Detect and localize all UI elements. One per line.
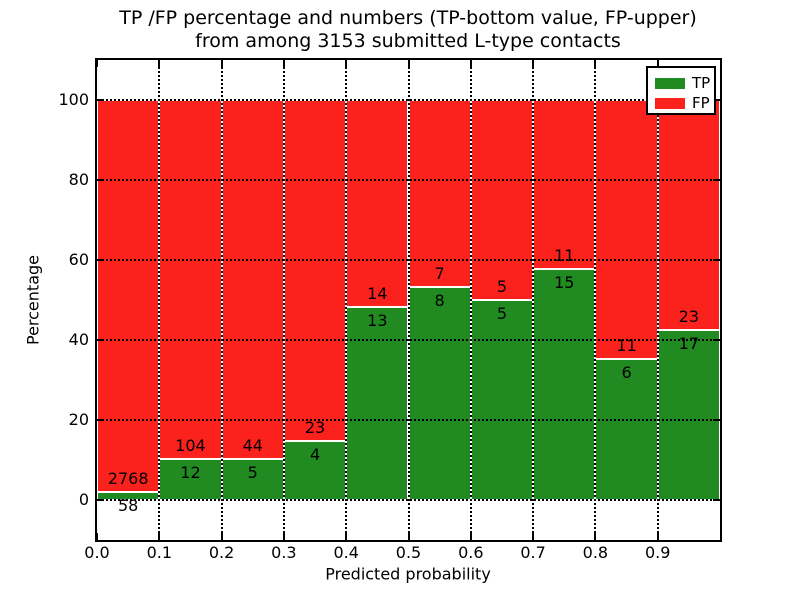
y-tick-label: 80: [68, 170, 89, 189]
tp-count-label: 5: [247, 463, 258, 483]
x-tick-label: 0.4: [333, 543, 359, 562]
x-tick-label: 0.1: [146, 543, 173, 562]
tp-count-label: 5: [496, 304, 508, 323]
fp-count-label: 2768: [107, 468, 149, 488]
x-tick: [158, 533, 161, 540]
legend-item-fp: FP: [655, 93, 714, 113]
y-tick-label: 60: [68, 250, 89, 269]
fp-bar-segment: [283, 100, 347, 441]
y-tick-label: 40: [68, 330, 89, 349]
fp-count-label: 44: [242, 436, 263, 456]
x-tick: [656, 533, 659, 540]
y-tick: [97, 339, 104, 341]
y-tick: [97, 179, 104, 181]
v-gridline: [158, 60, 161, 540]
x-tick-label: 0.9: [644, 543, 671, 562]
legend: TP FP: [646, 66, 716, 115]
x-tick-top: [656, 60, 659, 67]
x-tick: [96, 533, 98, 540]
y-tick-right: [713, 259, 720, 261]
v-gridline: [345, 60, 348, 540]
legend-item-tp: TP: [655, 73, 714, 93]
v-gridline: [532, 60, 535, 540]
y-axis-label: Percentage: [23, 254, 43, 346]
chart-title-line2: from among 3153 submitted L-type contact…: [195, 30, 621, 52]
x-tick: [532, 533, 535, 540]
fp-bar-segment: [159, 100, 222, 459]
x-tick-label: 0.8: [582, 543, 609, 562]
x-tick-top: [407, 60, 410, 67]
y-tick: [97, 99, 104, 101]
v-gridline: [656, 60, 659, 540]
fp-count-label: 14: [367, 284, 388, 304]
axes-frame: [95, 58, 722, 542]
chart-title-line1: TP /FP percentage and numbers (TP-bottom…: [119, 7, 697, 29]
x-tick-label: 0.7: [520, 543, 546, 562]
y-tick-right: [713, 419, 720, 421]
x-axis-label: Predicted probability: [325, 564, 491, 584]
x-tick-label: 0.2: [208, 543, 235, 562]
fp-bar-segment: [595, 100, 658, 359]
chart-title: TP /FP percentage and numbers (TP-bottom…: [119, 7, 697, 53]
tp-count-label: 13: [367, 311, 388, 331]
tp-count-label: 12: [180, 462, 201, 482]
y-tick-label: 100: [58, 90, 89, 109]
tp-legend-label: TP: [692, 74, 711, 92]
x-tick-top: [282, 60, 285, 67]
x-tick-top: [96, 60, 98, 67]
v-gridline: [282, 60, 285, 540]
x-tick-top: [532, 60, 535, 67]
v-gridline: [594, 60, 597, 540]
x-tick-top: [345, 60, 348, 67]
y-tick-right: [713, 499, 720, 501]
y-tick-label: 20: [68, 410, 89, 429]
fp-bar-segment: [533, 100, 596, 270]
fp-count-label: 104: [175, 435, 206, 455]
y-tick-right: [713, 179, 720, 181]
v-gridline: [469, 60, 472, 540]
fp-count-label: 23: [304, 417, 326, 437]
x-tick-top: [220, 60, 223, 67]
x-tick-label: 0.6: [458, 543, 484, 562]
x-tick-label: 0.0: [84, 543, 110, 562]
y-tick: [97, 419, 104, 421]
x-tick: [220, 533, 223, 540]
fp-count-label: 7: [434, 263, 445, 283]
x-tick-top: [158, 60, 161, 67]
y-tick: [97, 259, 104, 261]
tp-count-label: 6: [621, 362, 632, 382]
y-tick-right: [713, 339, 720, 341]
fp-count-label: 11: [554, 246, 575, 266]
v-gridline: [407, 60, 410, 540]
fp-legend-swatch: [655, 97, 685, 109]
x-tick: [407, 533, 410, 540]
y-tick-right: [713, 99, 720, 101]
x-tick: [469, 533, 472, 540]
fp-count-label: 5: [496, 277, 508, 296]
v-gridline: [220, 60, 223, 540]
x-tick-label: 0.5: [395, 543, 422, 562]
x-tick: [594, 533, 597, 540]
tp-bar-segment: [657, 330, 720, 500]
tp-legend-swatch: [655, 77, 685, 89]
fp-count-label: 23: [678, 307, 700, 326]
fp-count-label: 11: [616, 335, 637, 355]
tp-count-label: 58: [117, 495, 139, 515]
fp-legend-label: FP: [692, 94, 710, 112]
x-tick-top: [594, 60, 597, 67]
tp-count-label: 4: [309, 444, 321, 464]
tp-count-label: 8: [434, 290, 445, 310]
tp-count-label: 17: [678, 334, 700, 353]
y-tick-label: 0: [78, 490, 89, 509]
tp-count-label: 15: [554, 273, 575, 293]
x-tick: [282, 533, 285, 540]
y-tick: [97, 499, 104, 501]
x-tick: [345, 533, 348, 540]
x-tick-top: [469, 60, 472, 67]
x-tick-label: 0.3: [271, 543, 297, 562]
tp-bar-segment: [283, 440, 347, 500]
